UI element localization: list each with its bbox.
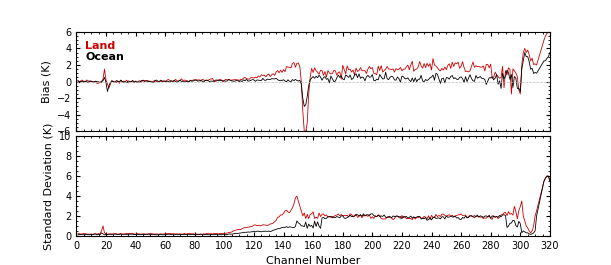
- Land: [301, 130, 308, 133]
- X-axis label: Channel Number: Channel Number: [266, 256, 360, 265]
- Line: Ocean: Ocean: [78, 52, 550, 107]
- Land: [545, 30, 552, 33]
- Ocean: [521, 51, 529, 54]
- Ocean: [463, 80, 470, 83]
- Ocean: [320, 76, 327, 79]
- Land: [142, 79, 150, 82]
- Ocean: [490, 78, 497, 81]
- Land: [320, 74, 327, 77]
- Ocean: [74, 79, 81, 82]
- Land: [409, 60, 416, 63]
- Ocean: [301, 105, 308, 108]
- Ocean: [414, 78, 422, 81]
- Land: [463, 69, 470, 73]
- Ocean: [546, 51, 554, 54]
- Legend: Land, Ocean: Land, Ocean: [82, 37, 128, 65]
- Line: Land: Land: [78, 32, 550, 131]
- Ocean: [409, 76, 416, 80]
- Land: [74, 80, 81, 83]
- Land: [414, 65, 422, 68]
- Ocean: [142, 79, 150, 82]
- Land: [490, 76, 497, 79]
- Land: [546, 30, 554, 33]
- Y-axis label: Bias (K): Bias (K): [42, 60, 51, 103]
- Y-axis label: Standard Deviation (K): Standard Deviation (K): [44, 122, 54, 250]
